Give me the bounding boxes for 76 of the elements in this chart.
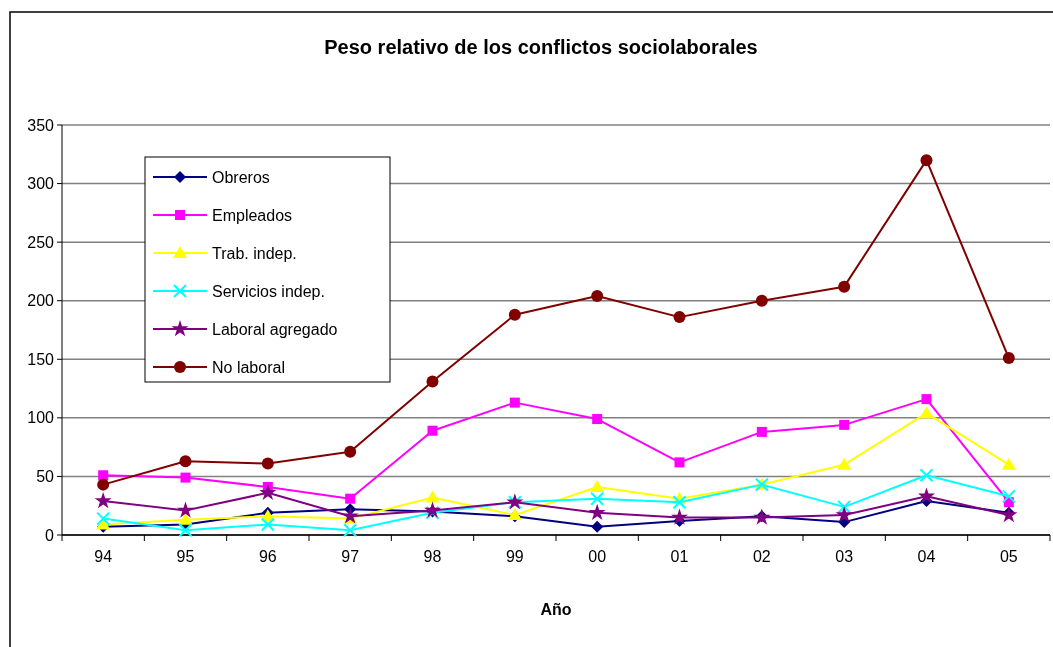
point	[343, 523, 358, 538]
x-tick-label: 04	[917, 548, 936, 565]
legend-label: Obreros	[212, 168, 270, 186]
x-tick-label: 99	[505, 548, 524, 565]
point	[588, 503, 606, 520]
point	[98, 470, 109, 481]
point	[673, 311, 686, 324]
point	[917, 487, 936, 504]
point	[178, 512, 193, 525]
point	[179, 455, 192, 468]
point	[344, 445, 357, 458]
legend-label: Servicios indep.	[212, 282, 325, 300]
point	[835, 506, 853, 523]
point	[590, 491, 605, 506]
x-tick-label: 96	[258, 548, 277, 565]
point	[672, 495, 687, 510]
point	[591, 520, 604, 533]
point	[674, 457, 685, 468]
y-tick-label: 250	[27, 233, 55, 251]
y-tick-label: 0	[45, 526, 55, 544]
point	[509, 397, 520, 408]
point	[97, 478, 110, 491]
y-tick-label: 200	[27, 292, 55, 310]
point	[261, 457, 274, 470]
point	[590, 479, 605, 492]
point	[919, 468, 934, 483]
x-tick-label: 98	[423, 548, 442, 565]
point	[425, 490, 440, 503]
x-tick-label: 97	[341, 548, 360, 565]
point	[919, 406, 934, 419]
y-tick-label: 350	[27, 116, 55, 134]
point	[839, 419, 850, 430]
point	[427, 425, 438, 436]
x-axis-title: Año	[540, 601, 572, 618]
x-tick-label: 03	[835, 548, 854, 565]
y-tick-label: 100	[27, 409, 55, 427]
point	[921, 394, 932, 405]
point	[837, 499, 852, 514]
point	[345, 493, 356, 504]
point	[260, 517, 275, 532]
point	[1000, 506, 1018, 523]
x-tick-label: 95	[176, 548, 195, 565]
point	[178, 523, 193, 538]
point	[1001, 457, 1016, 470]
point	[426, 375, 439, 388]
x-tick-label: 00	[588, 548, 607, 565]
point	[423, 501, 442, 518]
y-tick-label: 50	[36, 468, 55, 486]
chart-title: Peso relativo de los conflictos sociolaborales	[324, 36, 758, 58]
point	[96, 511, 111, 526]
point	[670, 508, 689, 525]
point	[837, 457, 852, 470]
point	[838, 280, 851, 293]
point	[755, 294, 768, 307]
point	[94, 492, 112, 509]
legend-label: No laboral	[212, 358, 285, 376]
y-tick-label: 150	[27, 350, 55, 368]
x-tick-label: 94	[94, 548, 113, 565]
x-tick-label: 02	[752, 548, 771, 565]
point	[341, 507, 359, 524]
point	[592, 414, 603, 425]
point	[591, 290, 604, 303]
x-tick-label: 01	[670, 548, 689, 565]
point	[1001, 489, 1016, 504]
legend-label: Laboral agregado	[212, 320, 338, 338]
y-tick-label: 300	[27, 175, 55, 193]
point	[176, 501, 195, 518]
point	[920, 154, 933, 167]
legend-label: Trab. indep.	[212, 244, 297, 262]
legend-label: Empleados	[212, 206, 293, 224]
point	[180, 472, 191, 483]
point	[259, 483, 277, 501]
point	[756, 426, 767, 437]
point	[508, 308, 521, 321]
point	[1002, 352, 1015, 365]
x-tick-label: 05	[999, 548, 1018, 565]
